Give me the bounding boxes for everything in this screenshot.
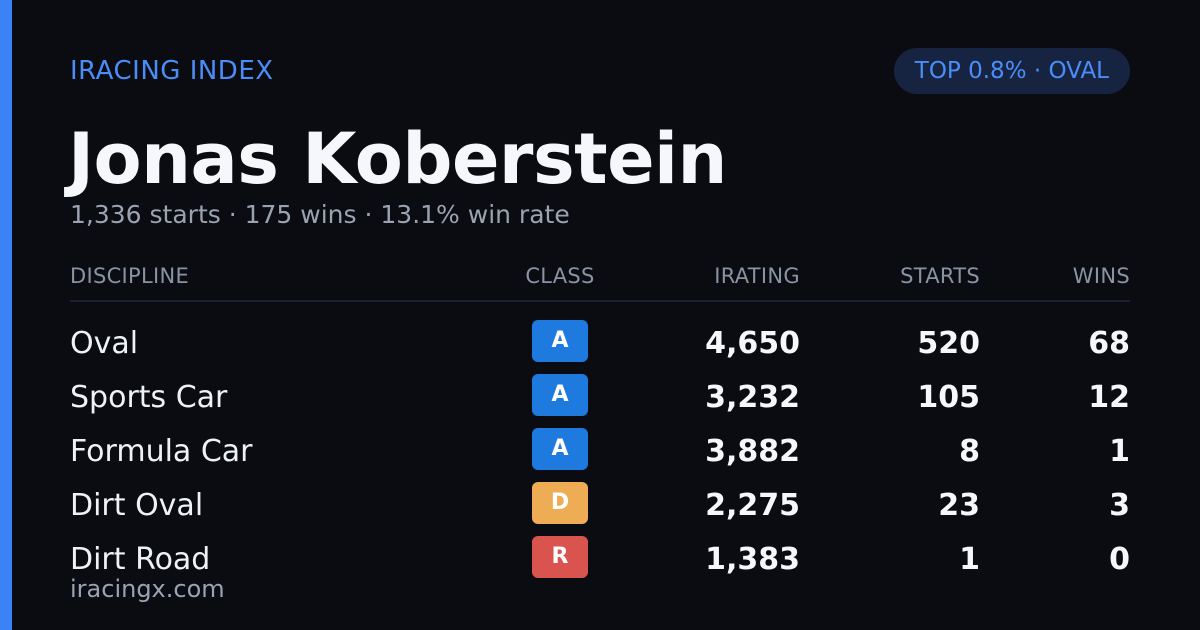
discipline-name: Oval	[70, 326, 139, 361]
table-row: Formula Car A 3,882 8 1	[70, 424, 1130, 478]
driver-summary: 1,336 starts · 175 wins · 13.1% win rate	[70, 200, 570, 229]
discipline-table: DISCIPLINE CLASS IRATING STARTS WINS Ova…	[70, 258, 1130, 586]
header-irating: IRATING	[714, 264, 800, 288]
rank-badge: TOP 0.8% · OVAL	[893, 48, 1130, 94]
irating-value: 4,650	[705, 326, 800, 361]
table-row: Sports Car A 3,232 105 12	[70, 370, 1130, 424]
starts-value: 23	[938, 488, 980, 523]
class-badge: A	[532, 374, 588, 416]
discipline-name: Dirt Oval	[70, 488, 204, 523]
class-badge: A	[532, 320, 588, 362]
discipline-name: Dirt Road	[70, 542, 211, 577]
header-starts: STARTS	[900, 264, 980, 288]
header-discipline: DISCIPLINE	[70, 264, 190, 288]
wins-value: 0	[1109, 542, 1130, 577]
irating-value: 3,232	[705, 380, 800, 415]
starts-value: 105	[917, 380, 980, 415]
driver-name: Jonas Koberstein	[68, 118, 727, 200]
table-row: Oval A 4,650 520 68	[70, 316, 1130, 370]
accent-bar	[0, 0, 12, 630]
irating-value: 2,275	[705, 488, 800, 523]
header-class: CLASS	[525, 264, 595, 288]
wins-value: 12	[1088, 380, 1130, 415]
table-row: Dirt Road R 1,383 1 0	[70, 532, 1130, 586]
brand-title: IRACING INDEX	[70, 56, 274, 86]
irating-value: 3,882	[705, 434, 800, 469]
table-body: Oval A 4,650 520 68 Sports Car A 3,232 1…	[70, 302, 1130, 586]
discipline-name: Sports Car	[70, 380, 228, 415]
table-header: DISCIPLINE CLASS IRATING STARTS WINS	[70, 258, 1130, 302]
class-badge: A	[532, 428, 588, 470]
wins-value: 3	[1109, 488, 1130, 523]
wins-value: 68	[1088, 326, 1130, 361]
starts-value: 8	[959, 434, 980, 469]
table-row: Dirt Oval D 2,275 23 3	[70, 478, 1130, 532]
starts-value: 1	[959, 542, 980, 577]
site-url: iracingx.com	[70, 575, 225, 603]
header-wins: WINS	[1072, 264, 1130, 288]
class-badge: R	[532, 536, 588, 578]
wins-value: 1	[1109, 434, 1130, 469]
discipline-name: Formula Car	[70, 434, 253, 469]
irating-value: 1,383	[705, 542, 800, 577]
starts-value: 520	[917, 326, 980, 361]
class-badge: D	[532, 482, 588, 524]
